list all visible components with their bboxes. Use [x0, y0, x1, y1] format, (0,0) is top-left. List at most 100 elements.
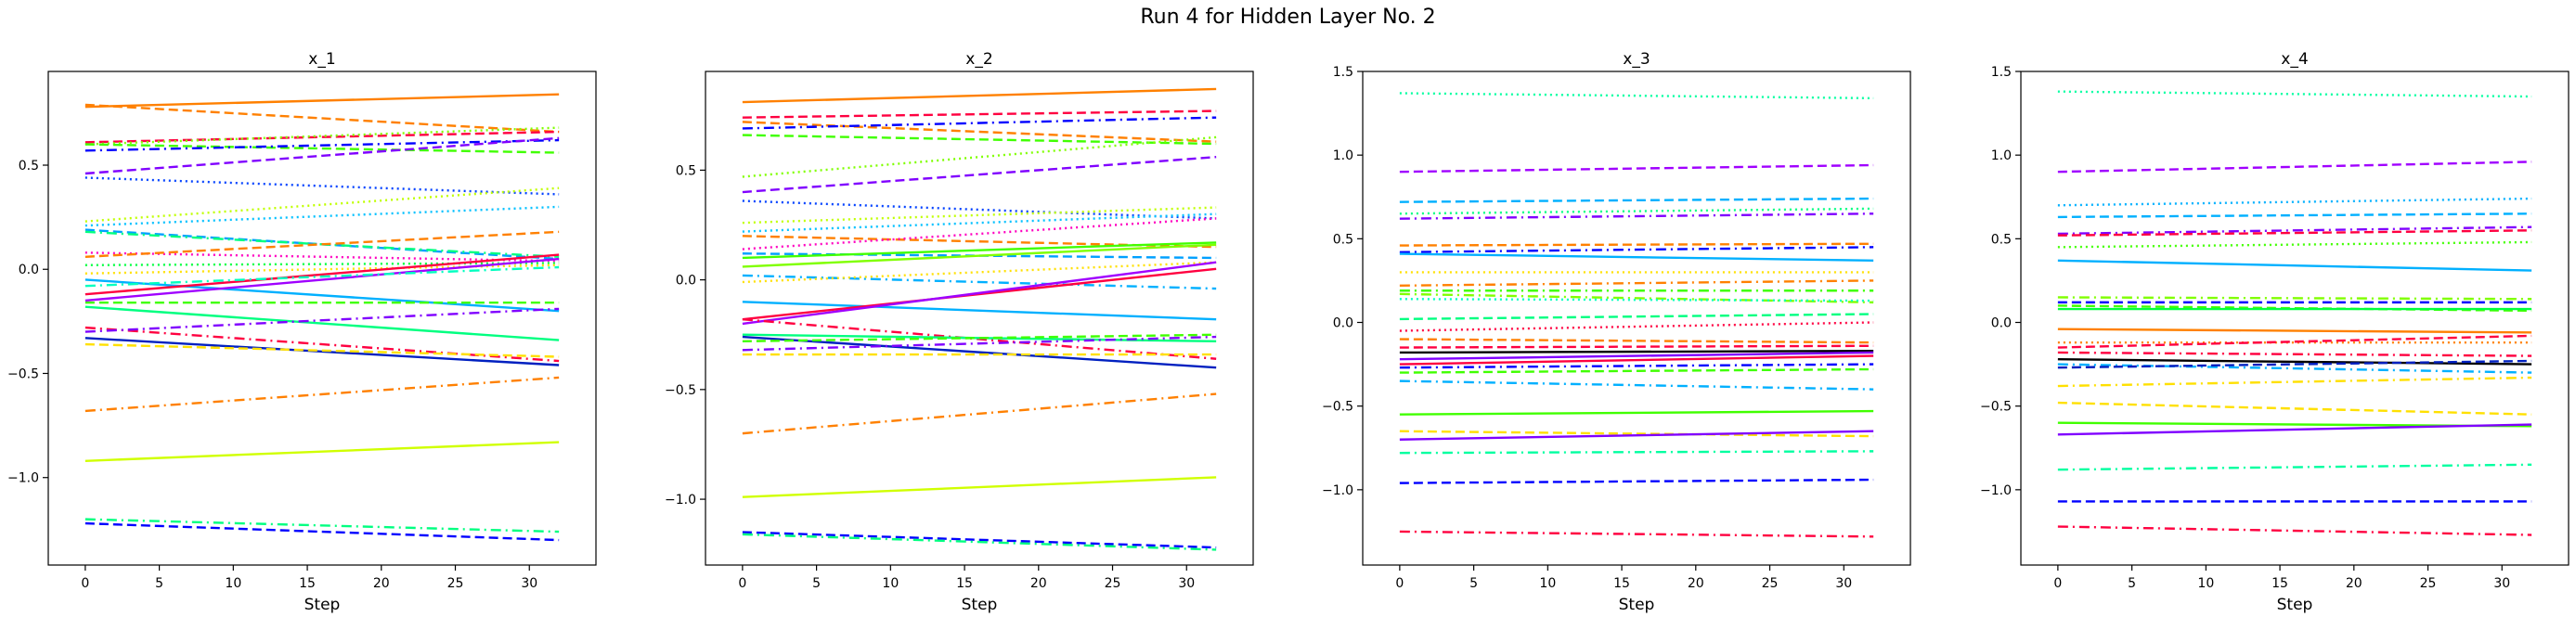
series-line	[2057, 90, 2532, 98]
axes-frame	[2020, 71, 2570, 566]
series-line	[84, 257, 560, 302]
series-line	[84, 307, 560, 333]
x-tick-label: 25	[1762, 576, 1779, 591]
series-line	[2057, 229, 2532, 237]
subplot-title: x_4	[2281, 50, 2308, 69]
series-line	[742, 533, 1217, 551]
x-tick-label: 20	[373, 576, 390, 591]
y-tick-label: 0.0	[1333, 316, 1353, 331]
x-tick-label: 30	[521, 576, 537, 591]
series-line	[742, 135, 1217, 178]
series-line	[84, 138, 560, 152]
x-tick-label: 5	[2128, 576, 2136, 591]
series-group	[742, 87, 1217, 551]
series-line	[1399, 430, 1874, 438]
series-line	[1399, 349, 1874, 354]
series-line	[84, 253, 560, 296]
series-line	[84, 265, 560, 288]
series-line	[742, 392, 1217, 435]
subplot-x_1: 0 5 10 15 20 25 30 −1.0 −0.5 0.0 0.5 x_1 Step	[7, 50, 597, 614]
y-tick-label: 1.5	[1991, 65, 2012, 80]
subplot-x_4: 0 5 10 15 20 25 30 −1.0 −0.5 0.0 0.5 1.0 1.5 x_4 Step	[1980, 50, 2570, 614]
series-line	[1399, 321, 1874, 332]
series-line	[1399, 242, 1874, 247]
x-tick-label: 0	[738, 576, 746, 591]
axes-frame	[47, 71, 597, 566]
series-line	[2057, 240, 2532, 249]
y-tick-label: 0.0	[19, 263, 39, 277]
series-line	[1399, 92, 1874, 100]
series-line	[2057, 161, 2532, 174]
series-line	[742, 116, 1217, 130]
y-tick-label: −1.0	[1322, 483, 1353, 498]
series-line	[1399, 292, 1874, 304]
series-line	[2057, 351, 2532, 357]
series-line	[2057, 463, 2532, 471]
x-tick-label: 15	[956, 576, 973, 591]
x-tick-label: 10	[1539, 576, 1556, 591]
series-line	[1399, 478, 1874, 484]
x-tick-label: 0	[81, 576, 89, 591]
series-line	[742, 241, 1217, 260]
series-line	[1399, 252, 1874, 262]
series-line	[2057, 359, 2532, 369]
x-tick-label: 15	[2272, 576, 2288, 591]
series-line	[84, 278, 560, 313]
series-group	[1399, 92, 1874, 538]
x-tick-label: 20	[2346, 576, 2362, 591]
series-line	[1399, 430, 1874, 441]
x-tick-label: 30	[2493, 576, 2510, 591]
x-tick-label: 30	[1835, 576, 1852, 591]
x-axis-label: Step	[304, 596, 341, 614]
series-line	[2057, 357, 2532, 366]
series-line	[84, 262, 560, 266]
series-line	[2057, 363, 2532, 374]
series-line	[742, 212, 1217, 233]
series-line	[2057, 197, 2532, 207]
x-tick-label: 25	[1105, 576, 1121, 591]
y-tick-label: 0.0	[676, 274, 696, 289]
subplot-x_3: 0 5 10 15 20 25 30 −1.0 −0.5 0.0 0.5 1.0 1.5 x_3 Step	[1322, 50, 1911, 614]
series-line	[1399, 379, 1874, 391]
x-tick-label: 10	[225, 576, 241, 591]
series-line	[1399, 163, 1874, 174]
y-tick-label: 0.5	[1991, 232, 2012, 247]
x-axis-label: Step	[962, 596, 998, 614]
series-line	[1399, 279, 1874, 288]
series-line	[84, 143, 560, 154]
series-line	[1399, 313, 1874, 321]
subplot-title: x_2	[965, 50, 992, 69]
y-tick-label: 0.5	[19, 159, 39, 174]
axes-frame	[705, 71, 1254, 566]
series-line	[1399, 363, 1874, 369]
x-tick-label: 20	[1030, 576, 1047, 591]
series-line	[84, 230, 560, 258]
x-tick-label: 10	[882, 576, 899, 591]
y-tick-label: −0.5	[1322, 400, 1353, 415]
x-tick-label: 25	[2420, 576, 2437, 591]
subplot-x_2: 0 5 10 15 20 25 30 −1.0 −0.5 0.0 0.5 x_2 Step	[665, 50, 1254, 614]
series-line	[2057, 376, 2532, 388]
series-line	[84, 93, 560, 109]
series-line	[2057, 423, 2532, 436]
series-line	[742, 335, 1217, 352]
series-line	[84, 176, 560, 196]
series-line	[742, 243, 1217, 268]
series-line	[742, 156, 1217, 194]
figure-title: Run 4 for Hidden Layer No. 2	[1140, 6, 1436, 29]
x-tick-label: 5	[1469, 576, 1478, 591]
y-tick-label: −0.5	[7, 366, 39, 381]
x-axis-label: Step	[1619, 596, 1655, 614]
series-line	[2057, 296, 2532, 301]
series-line	[1399, 450, 1874, 455]
x-tick-label: 10	[2197, 576, 2214, 591]
series-line	[84, 521, 560, 542]
series-line	[2057, 334, 2532, 349]
series-line	[84, 136, 560, 175]
series-line	[1399, 367, 1874, 374]
x-tick-label: 25	[447, 576, 464, 591]
series-line	[742, 261, 1217, 326]
series-line	[84, 126, 560, 146]
x-axis-label: Step	[2277, 596, 2313, 614]
